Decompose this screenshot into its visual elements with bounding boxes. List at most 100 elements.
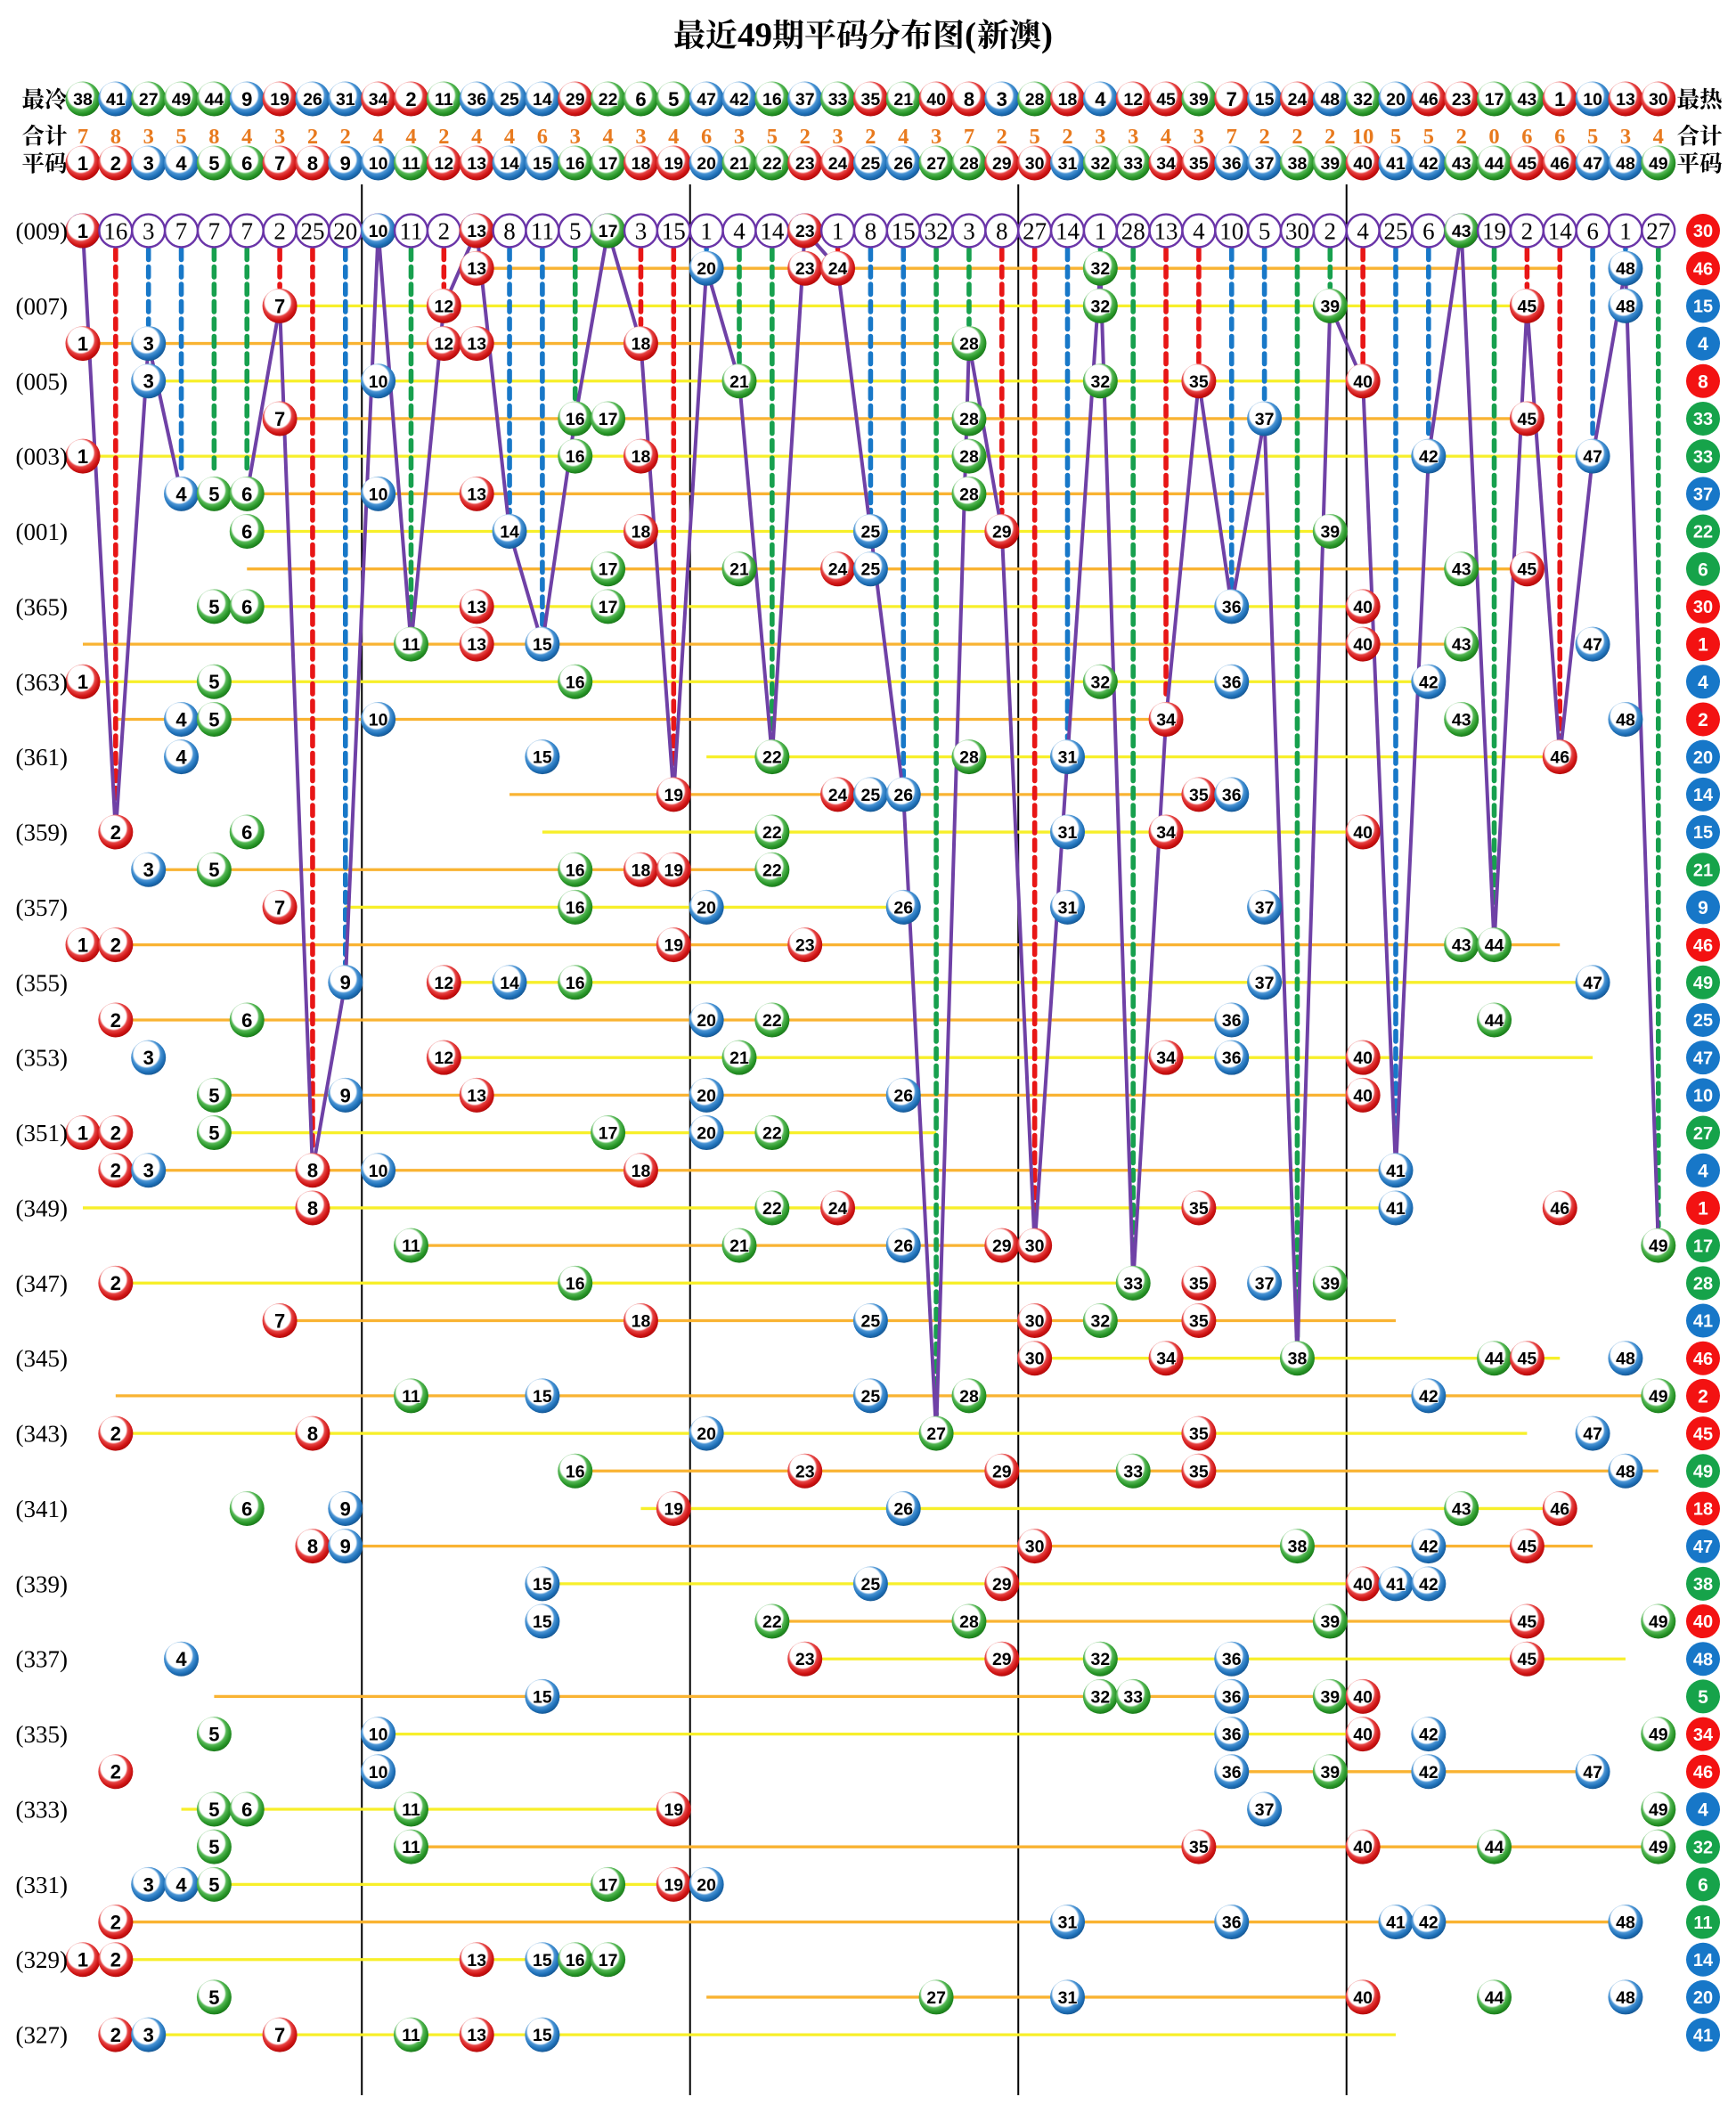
svg-text:(345): (345) [16, 1345, 68, 1372]
svg-text:2: 2 [110, 1122, 121, 1144]
svg-text:20: 20 [697, 1875, 716, 1895]
svg-text:15: 15 [533, 1687, 552, 1707]
svg-text:3: 3 [143, 125, 154, 149]
svg-text:1: 1 [1619, 218, 1632, 245]
svg-text:16: 16 [762, 90, 782, 110]
svg-text:2: 2 [1259, 125, 1269, 149]
svg-text:35: 35 [1189, 1199, 1209, 1219]
svg-text:20: 20 [697, 1086, 716, 1106]
svg-text:19: 19 [664, 154, 683, 174]
svg-text:41: 41 [1386, 1199, 1406, 1219]
svg-text:3: 3 [963, 218, 975, 245]
svg-text:12: 12 [1123, 90, 1143, 110]
svg-text:11: 11 [402, 1838, 420, 1857]
svg-text:36: 36 [1222, 1048, 1242, 1068]
svg-text:21: 21 [893, 90, 913, 110]
svg-text:3: 3 [274, 125, 285, 149]
svg-text:17: 17 [599, 1875, 618, 1895]
svg-text:7: 7 [274, 1310, 285, 1332]
svg-text:7: 7 [241, 218, 254, 245]
svg-text:47: 47 [1583, 154, 1602, 174]
svg-text:23: 23 [795, 259, 815, 279]
svg-text:19: 19 [664, 861, 683, 880]
svg-text:5: 5 [208, 1873, 219, 1896]
svg-text:26: 26 [893, 1499, 913, 1519]
svg-text:22: 22 [762, 1124, 782, 1144]
svg-text:11: 11 [402, 1800, 420, 1820]
svg-text:17: 17 [599, 154, 618, 174]
svg-text:(327): (327) [16, 2022, 68, 2049]
svg-text:49: 49 [738, 16, 772, 54]
svg-text:1: 1 [77, 1949, 88, 1971]
svg-text:(331): (331) [16, 1872, 68, 1898]
svg-text:(349): (349) [16, 1195, 68, 1221]
svg-text:35: 35 [1189, 1312, 1209, 1332]
svg-text:10: 10 [369, 372, 388, 392]
svg-text:13: 13 [467, 598, 486, 617]
svg-text:2: 2 [110, 934, 121, 957]
svg-text:5: 5 [208, 1084, 219, 1106]
svg-text:40: 40 [926, 90, 946, 110]
svg-text:49: 49 [1649, 1612, 1668, 1632]
svg-text:35: 35 [861, 90, 881, 110]
svg-text:5: 5 [208, 671, 219, 693]
svg-text:(339): (339) [16, 1571, 68, 1597]
svg-text:6: 6 [241, 483, 252, 505]
svg-text:28: 28 [1025, 90, 1045, 110]
svg-text:5: 5 [208, 1799, 219, 1821]
svg-text:2: 2 [997, 125, 1007, 149]
svg-text:23: 23 [795, 1462, 815, 1481]
svg-text:47: 47 [1583, 1424, 1602, 1444]
svg-text:37: 37 [1255, 1274, 1275, 1293]
svg-text:43: 43 [1452, 936, 1471, 956]
svg-text:32: 32 [1090, 673, 1110, 692]
svg-text:4: 4 [602, 125, 613, 149]
svg-text:23: 23 [795, 222, 815, 241]
svg-text:37: 37 [1255, 898, 1275, 918]
svg-text:43: 43 [1452, 222, 1471, 241]
svg-text:5: 5 [569, 218, 582, 245]
svg-text:33: 33 [1123, 1462, 1143, 1481]
svg-text:31: 31 [1058, 1913, 1078, 1933]
svg-text:32: 32 [1693, 1838, 1713, 1857]
svg-text:22: 22 [762, 154, 782, 174]
svg-text:13: 13 [1616, 90, 1635, 110]
svg-text:12: 12 [434, 297, 453, 316]
svg-text:(009): (009) [16, 218, 68, 245]
svg-text:3: 3 [143, 371, 154, 393]
svg-text:38: 38 [1288, 1350, 1308, 1369]
svg-text:5: 5 [208, 1836, 219, 1858]
svg-text:27: 27 [926, 1988, 946, 2008]
svg-text:18: 18 [632, 523, 651, 543]
svg-text:43: 43 [1452, 560, 1471, 580]
svg-text:41: 41 [1386, 1162, 1406, 1181]
svg-text:49: 49 [1693, 1462, 1713, 1481]
svg-text:34: 34 [1156, 710, 1176, 730]
svg-text:31: 31 [1058, 748, 1078, 768]
svg-text:48: 48 [1616, 710, 1635, 730]
svg-text:2: 2 [110, 1272, 121, 1294]
svg-text:40: 40 [1353, 154, 1373, 174]
svg-text:19: 19 [664, 1875, 683, 1895]
svg-text:0: 0 [1488, 125, 1499, 149]
svg-text:47: 47 [1583, 1763, 1602, 1783]
svg-text:32: 32 [1090, 1687, 1110, 1707]
svg-text:45: 45 [1518, 1650, 1537, 1669]
svg-text:25: 25 [861, 560, 881, 580]
svg-text:36: 36 [1222, 1913, 1242, 1933]
svg-text:36: 36 [1222, 154, 1242, 174]
svg-text:21: 21 [729, 1048, 749, 1068]
svg-text:(363): (363) [16, 669, 68, 696]
svg-text:25: 25 [300, 218, 324, 245]
svg-text:49: 49 [1649, 1838, 1668, 1857]
svg-text:45: 45 [1518, 1612, 1537, 1632]
svg-text:6: 6 [537, 125, 548, 149]
svg-text:48: 48 [1616, 1350, 1635, 1369]
svg-text:10: 10 [1583, 90, 1602, 110]
svg-text:35: 35 [1189, 1838, 1209, 1857]
svg-text:3: 3 [570, 125, 581, 149]
svg-text:11: 11 [435, 90, 453, 110]
svg-text:36: 36 [1222, 673, 1242, 692]
svg-text:4: 4 [175, 747, 187, 769]
svg-text:17: 17 [599, 410, 618, 429]
